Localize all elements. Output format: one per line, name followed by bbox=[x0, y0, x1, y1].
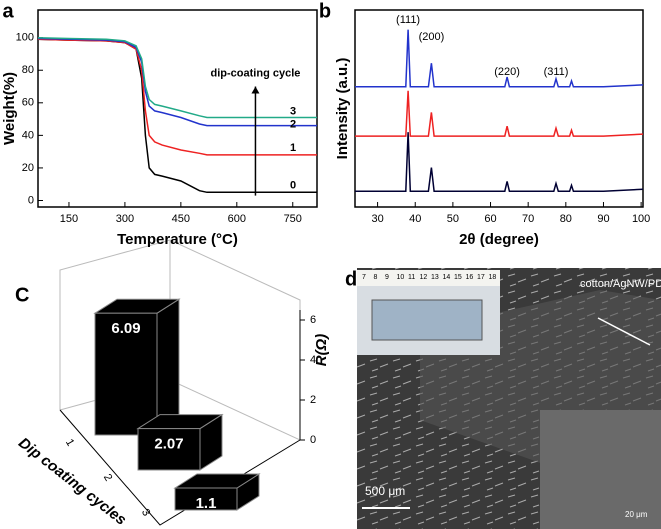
x-tick-label: 300 bbox=[116, 213, 134, 225]
x-tick-label: 40 bbox=[409, 213, 421, 225]
ruler-label: 10 bbox=[397, 274, 405, 281]
ruler-label: 7 bbox=[362, 274, 366, 281]
sample bbox=[371, 299, 483, 341]
panel-label: d bbox=[345, 268, 357, 290]
ruler-label: 14 bbox=[443, 274, 451, 281]
x-tick-label: 150 bbox=[60, 213, 78, 225]
series-line bbox=[37, 36, 317, 119]
inset-sem bbox=[540, 410, 661, 529]
x-tick-label: 50 bbox=[447, 213, 459, 225]
annotation: dip-coating cycle bbox=[211, 67, 301, 79]
x-tick-label: 600 bbox=[228, 213, 246, 225]
arrow-head bbox=[251, 86, 260, 94]
y-tick-label: 60 bbox=[22, 97, 34, 109]
floor-edge bbox=[59, 409, 301, 526]
z-tick-label: 0 bbox=[310, 434, 316, 446]
panel-label: C bbox=[15, 284, 29, 306]
bar bbox=[174, 487, 238, 511]
series-line bbox=[37, 38, 317, 194]
ruler-label: 18 bbox=[489, 274, 497, 281]
peak-label: (200) bbox=[419, 31, 445, 43]
y-tick-label: 20 bbox=[22, 162, 34, 174]
z-tick-label: 4 bbox=[310, 354, 316, 366]
y-axis-title: Intensity (a.u.) bbox=[334, 58, 351, 160]
x-tick-label: 450 bbox=[172, 213, 190, 225]
series-label: 0 bbox=[290, 179, 296, 191]
y-axis-title: Weight(%) bbox=[1, 72, 18, 145]
ruler-label: 13 bbox=[431, 274, 439, 281]
peak-label: (220) bbox=[494, 66, 520, 78]
value-label: 2.07 bbox=[154, 436, 183, 453]
x-tick-label: 70 bbox=[522, 213, 534, 225]
series-line bbox=[355, 132, 644, 192]
thickness-marker bbox=[597, 317, 651, 346]
y-tick-label: 100 bbox=[16, 32, 34, 44]
peak-label: (111) bbox=[396, 14, 420, 26]
bar bbox=[137, 428, 201, 471]
z-axis-title: R(Ω) bbox=[313, 334, 330, 367]
caption: cotton/AgNW/PDMS bbox=[580, 278, 661, 290]
x-tick-label: 30 bbox=[371, 213, 383, 225]
x-tick-label: 60 bbox=[484, 213, 496, 225]
y-tick-label: 40 bbox=[22, 129, 34, 141]
series-label: 3 bbox=[290, 105, 296, 117]
x-axis-title: Dip coating cycles bbox=[15, 434, 129, 528]
bar bbox=[94, 312, 158, 436]
scale-bar-label: 500 μm bbox=[365, 484, 405, 498]
x-tick-label: 90 bbox=[597, 213, 609, 225]
peak-label: (311) bbox=[544, 66, 569, 78]
value-label: 6.09 bbox=[111, 320, 140, 337]
x-tick-label: 750 bbox=[284, 213, 302, 225]
series-line bbox=[37, 37, 317, 127]
panel-label: a bbox=[2, 0, 14, 22]
ruler-label: 16 bbox=[466, 274, 474, 281]
series-line bbox=[355, 90, 644, 137]
ruler bbox=[357, 270, 500, 286]
category-label: 1 bbox=[63, 437, 76, 448]
x-axis-title: Temperature (°C) bbox=[117, 231, 238, 248]
series-line bbox=[37, 38, 317, 156]
ruler-labels: 7 8 9 10 11 12 13 14 15 16 17 18 bbox=[362, 274, 496, 281]
z-tick-label: 6 bbox=[310, 314, 316, 326]
category-label: 3 bbox=[139, 507, 152, 518]
ruler-label: 8 bbox=[374, 274, 378, 281]
plot-frame bbox=[37, 9, 318, 208]
x-axis-title: 2θ (degree) bbox=[459, 231, 539, 248]
x-tick-label: 80 bbox=[560, 213, 572, 225]
inset-scale-label: 20 μm bbox=[625, 510, 648, 519]
ruler-label: 12 bbox=[420, 274, 428, 281]
panel-label: b bbox=[319, 0, 331, 22]
y-tick-label: 80 bbox=[22, 64, 34, 76]
series-label: 2 bbox=[290, 119, 296, 131]
y-tick-label: 0 bbox=[28, 194, 34, 206]
z-tick-label: 2 bbox=[310, 394, 316, 406]
ruler-label: 11 bbox=[408, 274, 415, 281]
x-tick-label: 100 bbox=[632, 213, 650, 225]
ruler-label: 15 bbox=[454, 274, 462, 281]
ruler-label: 17 bbox=[477, 274, 485, 281]
series-label: 1 bbox=[290, 142, 296, 154]
series-line bbox=[355, 29, 644, 88]
plot-frame bbox=[354, 9, 644, 208]
value-label: 1.1 bbox=[196, 495, 217, 512]
category-label: 2 bbox=[101, 472, 114, 483]
ruler-label: 9 bbox=[385, 274, 389, 281]
